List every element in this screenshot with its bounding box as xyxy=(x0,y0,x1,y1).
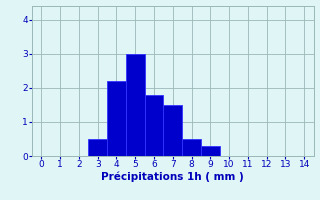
Bar xyxy=(145,95,164,156)
Bar xyxy=(126,54,145,156)
Bar xyxy=(201,146,220,156)
Bar xyxy=(164,105,182,156)
Bar xyxy=(88,139,107,156)
Bar xyxy=(107,81,126,156)
Bar xyxy=(182,139,201,156)
X-axis label: Précipitations 1h ( mm ): Précipitations 1h ( mm ) xyxy=(101,172,244,182)
